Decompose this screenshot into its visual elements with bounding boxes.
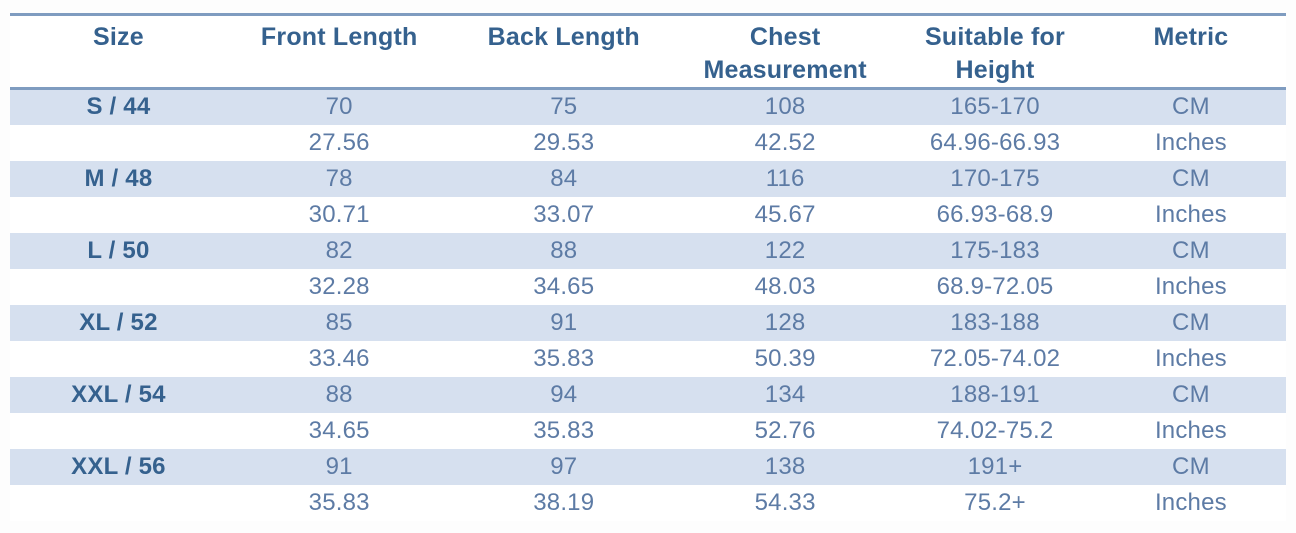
table-row: XXL / 54 88 94 134 188-191 CM xyxy=(10,376,1286,413)
table-row: 33.46 35.83 50.39 72.05-74.02 Inches xyxy=(10,340,1286,377)
cell-chest-measurement: 45.67 xyxy=(676,196,895,233)
table-row: 32.28 34.65 48.03 68.9-72.05 Inches xyxy=(10,268,1286,305)
cell-front-length: 34.65 xyxy=(226,412,452,449)
cell-back-length: 35.83 xyxy=(451,412,677,449)
cell-front-length: 82 xyxy=(226,232,452,269)
cell-metric: Inches xyxy=(1095,268,1286,305)
table-row: M / 48 78 84 116 170-175 CM xyxy=(10,160,1286,197)
cell-metric: Inches xyxy=(1095,412,1286,449)
cell-chest-measurement: 128 xyxy=(676,304,895,341)
cell-chest-measurement: 42.52 xyxy=(676,124,895,161)
cell-metric: CM xyxy=(1095,232,1286,269)
table-row: 34.65 35.83 52.76 74.02-75.2 Inches xyxy=(10,412,1286,449)
table-body: S / 44 70 75 108 165-170 CM 27.56 29.53 42.52 64.… xyxy=(10,88,1286,521)
cell-metric: CM xyxy=(1095,376,1286,413)
cell-front-length: 88 xyxy=(226,376,452,413)
cell-front-length: 27.56 xyxy=(226,124,452,161)
cell-front-length: 33.46 xyxy=(226,340,452,377)
column-header-metric: Metric xyxy=(1095,16,1286,90)
cell-back-length: 91 xyxy=(451,304,677,341)
cell-size: M / 48 xyxy=(10,160,227,197)
cell-metric: Inches xyxy=(1095,196,1286,233)
cell-size: XL / 52 xyxy=(10,304,227,341)
cell-suitable-for-height: 188-191 xyxy=(894,376,1096,413)
column-header-size: Size xyxy=(10,16,227,90)
cell-metric: Inches xyxy=(1095,124,1286,161)
cell-chest-measurement: 108 xyxy=(676,88,895,125)
table-row: 35.83 38.19 54.33 75.2+ Inches xyxy=(10,484,1286,521)
cell-size: XXL / 54 xyxy=(10,376,227,413)
cell-size xyxy=(10,412,227,449)
cell-back-length: 94 xyxy=(451,376,677,413)
cell-size xyxy=(10,124,227,161)
cell-chest-measurement: 50.39 xyxy=(676,340,895,377)
cell-metric: CM xyxy=(1095,88,1286,125)
cell-back-length: 35.83 xyxy=(451,340,677,377)
cell-chest-measurement: 138 xyxy=(676,448,895,485)
table-header: Size Front Length Back Length Chest Measure… xyxy=(10,16,1286,90)
cell-suitable-for-height: 175-183 xyxy=(894,232,1096,269)
cell-chest-measurement: 122 xyxy=(676,232,895,269)
cell-chest-measurement: 52.76 xyxy=(676,412,895,449)
cell-back-length: 38.19 xyxy=(451,484,677,521)
cell-suitable-for-height: 170-175 xyxy=(894,160,1096,197)
cell-size xyxy=(10,268,227,305)
cell-back-length: 88 xyxy=(451,232,677,269)
cell-front-length: 91 xyxy=(226,448,452,485)
cell-size xyxy=(10,340,227,377)
cell-back-length: 84 xyxy=(451,160,677,197)
column-header-back-length: Back Length xyxy=(451,16,677,90)
cell-size: XXL / 56 xyxy=(10,448,227,485)
cell-size: L / 50 xyxy=(10,232,227,269)
cell-chest-measurement: 134 xyxy=(676,376,895,413)
table-row: XXL / 56 91 97 138 191+ CM xyxy=(10,448,1286,485)
table-row: XL / 52 85 91 128 183-188 CM xyxy=(10,304,1286,341)
cell-front-length: 70 xyxy=(226,88,452,125)
cell-size xyxy=(10,484,227,521)
cell-suitable-for-height: 72.05-74.02 xyxy=(894,340,1096,377)
cell-back-length: 75 xyxy=(451,88,677,125)
cell-front-length: 35.83 xyxy=(226,484,452,521)
cell-suitable-for-height: 183-188 xyxy=(894,304,1096,341)
cell-metric: Inches xyxy=(1095,340,1286,377)
column-header-chest-measurement: Chest Measurement xyxy=(676,16,895,90)
cell-back-length: 97 xyxy=(451,448,677,485)
cell-front-length: 78 xyxy=(226,160,452,197)
cell-metric: Inches xyxy=(1095,484,1286,521)
column-header-front-length: Front Length xyxy=(226,16,452,90)
cell-size xyxy=(10,196,227,233)
size-chart: Size Front Length Back Length Chest Measure… xyxy=(10,13,1286,521)
cell-metric: CM xyxy=(1095,448,1286,485)
cell-back-length: 34.65 xyxy=(451,268,677,305)
cell-size: S / 44 xyxy=(10,88,227,125)
cell-back-length: 33.07 xyxy=(451,196,677,233)
table-row: L / 50 82 88 122 175-183 CM xyxy=(10,232,1286,269)
table-row: S / 44 70 75 108 165-170 CM xyxy=(10,88,1286,125)
cell-suitable-for-height: 165-170 xyxy=(894,88,1096,125)
cell-suitable-for-height: 68.9-72.05 xyxy=(894,268,1096,305)
cell-front-length: 30.71 xyxy=(226,196,452,233)
cell-metric: CM xyxy=(1095,160,1286,197)
cell-chest-measurement: 54.33 xyxy=(676,484,895,521)
cell-suitable-for-height: 191+ xyxy=(894,448,1096,485)
cell-front-length: 32.28 xyxy=(226,268,452,305)
cell-back-length: 29.53 xyxy=(451,124,677,161)
cell-suitable-for-height: 75.2+ xyxy=(894,484,1096,521)
cell-suitable-for-height: 64.96-66.93 xyxy=(894,124,1096,161)
cell-metric: CM xyxy=(1095,304,1286,341)
cell-suitable-for-height: 66.93-68.9 xyxy=(894,196,1096,233)
cell-suitable-for-height: 74.02-75.2 xyxy=(894,412,1096,449)
size-chart-table: Size Front Length Back Length Chest Measure… xyxy=(10,16,1286,521)
cell-front-length: 85 xyxy=(226,304,452,341)
column-header-suitable-for-height: Suitable for Height xyxy=(894,16,1096,90)
header-row: Size Front Length Back Length Chest Measure… xyxy=(10,16,1286,90)
table-row: 27.56 29.53 42.52 64.96-66.93 Inches xyxy=(10,124,1286,161)
table-row: 30.71 33.07 45.67 66.93-68.9 Inches xyxy=(10,196,1286,233)
cell-chest-measurement: 116 xyxy=(676,160,895,197)
cell-chest-measurement: 48.03 xyxy=(676,268,895,305)
